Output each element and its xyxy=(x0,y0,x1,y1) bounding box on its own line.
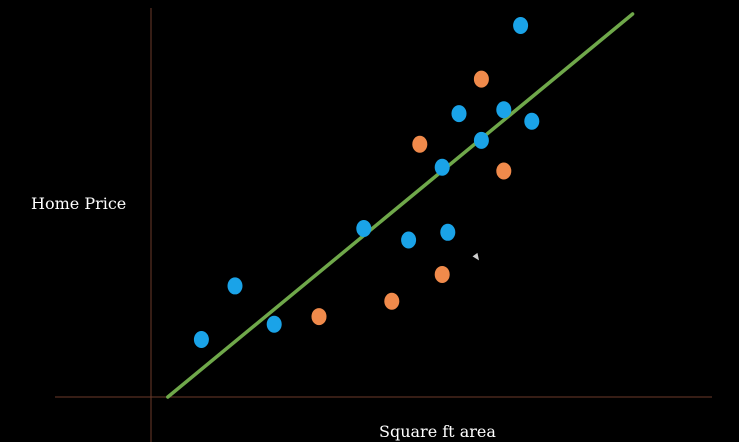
data-point-series-1-6 xyxy=(440,223,456,241)
data-point-series-1-2 xyxy=(227,277,243,295)
data-point-series-1-10 xyxy=(496,101,512,119)
data-point-series-1-1 xyxy=(193,331,209,349)
data-point-series-1-7 xyxy=(434,158,450,176)
data-point-series-2-4 xyxy=(412,135,428,153)
data-point-series-1-9 xyxy=(473,131,489,149)
x-axis-label: Square ft area xyxy=(379,422,496,441)
data-points-group xyxy=(193,16,540,349)
data-point-series-2-6 xyxy=(496,162,512,180)
data-point-series-1-4 xyxy=(356,219,372,237)
data-point-series-1-3 xyxy=(266,315,282,333)
regression-line-group xyxy=(166,12,635,399)
regression-line xyxy=(166,12,635,399)
data-point-series-2-5 xyxy=(473,70,489,88)
y-axis-label: Home Price xyxy=(31,194,127,213)
data-point-series-2-2 xyxy=(384,292,400,310)
data-point-series-1-12 xyxy=(524,112,540,130)
data-point-series-2-3 xyxy=(434,265,450,283)
data-point-series-2-1 xyxy=(311,308,327,326)
data-point-series-1-5 xyxy=(401,231,417,249)
data-point-series-1-11 xyxy=(513,16,529,34)
data-point-series-1-8 xyxy=(451,105,467,123)
